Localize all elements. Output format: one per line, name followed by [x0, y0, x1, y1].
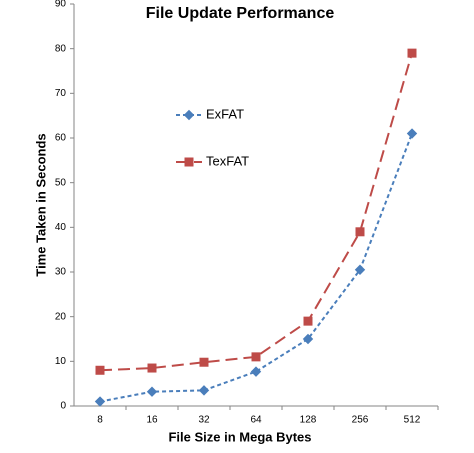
x-axis-label: File Size in Mega Bytes	[168, 429, 311, 444]
legend-marker	[183, 109, 195, 121]
x-tick-label: 512	[404, 415, 421, 426]
marker	[302, 333, 314, 345]
y-tick-label: 40	[55, 222, 67, 233]
marker	[147, 363, 157, 373]
y-tick-label: 90	[55, 0, 67, 10]
marker	[146, 386, 158, 397]
marker	[406, 128, 418, 139]
y-tick-label: 30	[55, 267, 67, 278]
legend-marker	[184, 157, 194, 167]
marker	[303, 316, 313, 326]
x-tick-label: 16	[146, 415, 158, 426]
marker	[94, 396, 106, 407]
chart-title: File Update Performance	[146, 5, 335, 22]
y-tick-label: 0	[60, 401, 66, 412]
marker	[355, 227, 365, 237]
marker	[250, 366, 262, 377]
y-tick-label: 80	[55, 43, 67, 54]
marker	[251, 352, 261, 362]
y-tick-label: 20	[55, 311, 67, 322]
y-tick-label: 10	[55, 356, 67, 367]
y-tick-label: 50	[55, 177, 67, 188]
x-tick-label: 8	[97, 415, 103, 426]
legend-label: TexFAT	[206, 153, 249, 168]
y-tick-label: 60	[55, 133, 67, 144]
marker	[354, 264, 366, 275]
y-axis-label: Time Taken in Seconds	[33, 133, 48, 276]
x-tick-label: 32	[198, 415, 210, 426]
x-tick-label: 256	[352, 415, 369, 426]
marker	[407, 48, 417, 58]
legend-label: ExFAT	[206, 106, 244, 121]
marker	[199, 357, 209, 367]
x-tick-label: 128	[300, 415, 317, 426]
series-line	[99, 52, 413, 372]
marker	[95, 365, 105, 375]
marker	[198, 385, 210, 396]
y-tick-label: 70	[55, 88, 67, 99]
x-tick-label: 64	[250, 415, 262, 426]
